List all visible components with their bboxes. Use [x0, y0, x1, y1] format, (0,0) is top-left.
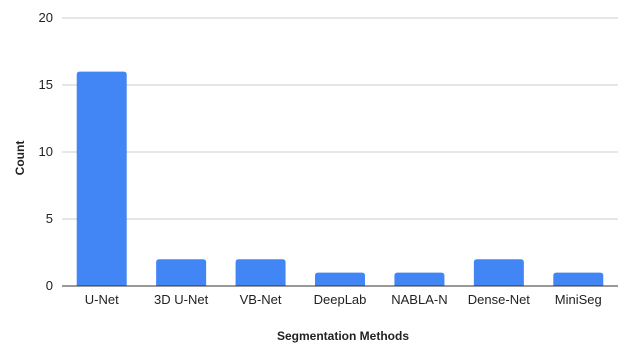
bar-miniseg [553, 272, 604, 286]
x-tick-label: Dense-Net [468, 292, 531, 307]
x-tick-label: 3D U-Net [154, 292, 209, 307]
x-tick-label: MiniSeg [555, 292, 602, 307]
x-axis-title: Segmentation Methods [277, 329, 409, 343]
x-axis-ticks: U-Net 3D U-Net VB-Net DeepLab NABLA-N Dense-N… [85, 292, 602, 307]
y-tick-label: 10 [39, 144, 53, 159]
bar-3d-u-net [156, 259, 207, 286]
y-axis-title: Count [13, 141, 27, 176]
x-tick-label: NABLA-N [391, 292, 447, 307]
bar-vb-net [235, 259, 286, 286]
bar-u-net [76, 71, 127, 286]
y-tick-label: 20 [39, 10, 53, 25]
y-tick-label: 0 [46, 278, 53, 293]
gridlines [62, 17, 618, 220]
bar-nabla-n [394, 272, 445, 286]
y-tick-label: 15 [39, 77, 53, 92]
x-tick-label: DeepLab [314, 292, 367, 307]
y-axis-ticks: 0 5 10 15 20 [39, 10, 53, 293]
bar-dense-net [473, 259, 524, 286]
bars [76, 71, 604, 286]
y-tick-label: 5 [46, 211, 53, 226]
x-tick-label: VB-Net [240, 292, 282, 307]
bar-deeplab [315, 272, 365, 286]
x-tick-label: U-Net [85, 292, 119, 307]
